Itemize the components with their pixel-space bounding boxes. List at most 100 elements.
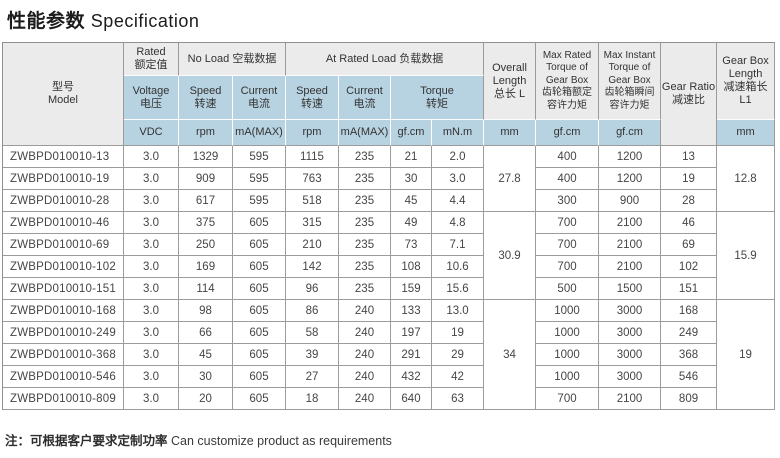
unit-ma-load: mA(MAX) bbox=[339, 120, 391, 146]
col-header-no-load-current: Current 电流 bbox=[233, 76, 286, 120]
table-row: ZWBPD010010-19 3.0 909 595 763 235 30 3.0 400 120… bbox=[3, 168, 775, 190]
max-rated-torque-cell: 700 bbox=[536, 212, 600, 234]
voltage-cell: 3.0 bbox=[124, 256, 179, 278]
load-current-cell: 235 bbox=[339, 168, 391, 190]
load-current-cell: 240 bbox=[339, 300, 391, 322]
overall-length-cell: 30.9 bbox=[484, 212, 537, 300]
load-speed-cell: 58 bbox=[286, 322, 339, 344]
torque-gfcm-cell: 73 bbox=[391, 234, 432, 256]
gear-box-length-cell: 19 bbox=[717, 300, 776, 410]
max-rated-torque-cell: 1000 bbox=[536, 344, 600, 366]
table-row: ZWBPD010010-809 3.0 20 605 18 240 640 63 700 2100… bbox=[3, 388, 775, 410]
torque-gfcm-cell: 49 bbox=[391, 212, 432, 234]
max-instant-torque-cell: 1200 bbox=[599, 146, 662, 168]
voltage-cell: 3.0 bbox=[124, 366, 179, 388]
gear-ratio-cell: 102 bbox=[661, 256, 718, 278]
table-row: ZWBPD010010-46 3.0 375 605 315 235 49 4.8 30.9 70… bbox=[3, 212, 776, 300]
page-title-zh: 性能参数 bbox=[7, 11, 86, 32]
gear-ratio-cell: 19 bbox=[661, 168, 718, 190]
model-cell: ZWBPD010010-102 bbox=[3, 256, 124, 278]
max-rated-torque-cell: 700 bbox=[536, 388, 600, 410]
torque-mnm-cell: 13.0 bbox=[432, 300, 485, 322]
table-row: ZWBPD010010-13 3.0 1329 595 1115 235 21 2.0 27.8… bbox=[3, 146, 776, 212]
load-current-cell: 240 bbox=[339, 344, 391, 366]
table-row: ZWBPD010010-151 3.0 114 605 96 235 159 15.6 500 1… bbox=[3, 278, 775, 300]
torque-gfcm-cell: 108 bbox=[391, 256, 432, 278]
model-cell: ZWBPD010010-546 bbox=[3, 366, 124, 388]
torque-gfcm-cell: 133 bbox=[391, 300, 432, 322]
col-header-voltage: Voltage 电压 bbox=[124, 76, 179, 120]
no-load-speed-cell: 909 bbox=[179, 168, 233, 190]
load-current-cell: 235 bbox=[339, 212, 391, 234]
torque-gfcm-cell: 159 bbox=[391, 278, 432, 300]
load-speed-cell: 763 bbox=[286, 168, 339, 190]
voltage-cell: 3.0 bbox=[124, 388, 179, 410]
model-cell: ZWBPD010010-249 bbox=[3, 322, 124, 344]
max-instant-torque-cell: 1500 bbox=[599, 278, 662, 300]
col-header-at-rated-load: At Rated Load 负载数据 bbox=[286, 43, 485, 76]
voltage-cell: 3.0 bbox=[124, 146, 179, 168]
model-cell: ZWBPD010010-28 bbox=[3, 190, 124, 212]
voltage-cell: 3.0 bbox=[124, 234, 179, 256]
model-cell: ZWBPD010010-69 bbox=[3, 234, 124, 256]
gear-ratio-cell: 13 bbox=[661, 146, 718, 168]
unit-rpm-load: rpm bbox=[286, 120, 339, 146]
no-load-speed-cell: 617 bbox=[179, 190, 233, 212]
overall-length-cell: 27.8 bbox=[484, 146, 537, 212]
gear-ratio-cell: 69 bbox=[661, 234, 718, 256]
col-header-max-rated-torque: Max Rated Torque of Gear Box 齿轮箱额定 容许力矩 bbox=[536, 43, 600, 120]
max-rated-torque-cell: 400 bbox=[536, 168, 600, 190]
load-speed-cell: 142 bbox=[286, 256, 339, 278]
col-header-load-speed: Speed 转速 bbox=[286, 76, 339, 120]
load-speed-cell: 39 bbox=[286, 344, 339, 366]
unit-gfcm-max-instant: gf.cm bbox=[599, 120, 662, 146]
gear-box-length-cell: 12.8 bbox=[717, 146, 776, 212]
no-load-current-cell: 595 bbox=[233, 168, 286, 190]
no-load-current-cell: 605 bbox=[233, 256, 286, 278]
max-instant-torque-cell: 3000 bbox=[599, 322, 662, 344]
load-current-cell: 235 bbox=[339, 190, 391, 212]
col-header-torque: Torque 转矩 bbox=[391, 76, 485, 120]
col-header-gear-box-length: Gear Box Length 减速箱长 L1 bbox=[717, 43, 776, 120]
load-speed-cell: 1115 bbox=[286, 146, 339, 168]
col-header-no-load: No Load 空载数据 bbox=[179, 43, 286, 76]
gear-ratio-cell: 151 bbox=[661, 278, 718, 300]
no-load-current-cell: 605 bbox=[233, 212, 286, 234]
max-rated-torque-cell: 1000 bbox=[536, 366, 600, 388]
header-row-2: Voltage 电压 Speed 转速 Current 电流 Speed 转速 … bbox=[3, 76, 775, 120]
col-header-gear-ratio: Gear Ratio 减速比 bbox=[661, 43, 718, 146]
no-load-current-cell: 595 bbox=[233, 190, 286, 212]
max-rated-torque-cell: 500 bbox=[536, 278, 600, 300]
model-cell: ZWBPD010010-368 bbox=[3, 344, 124, 366]
header-row-1: 型号 Model Rated 额定值 No Load 空载数据 At Rated… bbox=[3, 43, 776, 146]
unit-ma-no-load: mA(MAX) bbox=[233, 120, 286, 146]
table-row: ZWBPD010010-168 3.0 98 605 86 240 133 13.0 34 100… bbox=[3, 300, 776, 410]
load-speed-cell: 27 bbox=[286, 366, 339, 388]
unit-gfcm-torque: gf.cm bbox=[391, 120, 432, 146]
max-rated-torque-cell: 1000 bbox=[536, 300, 600, 322]
load-speed-cell: 96 bbox=[286, 278, 339, 300]
no-load-current-cell: 605 bbox=[233, 388, 286, 410]
table-row: ZWBPD010010-69 3.0 250 605 210 235 73 7.1 700 210… bbox=[3, 234, 775, 256]
max-instant-torque-cell: 2100 bbox=[599, 388, 662, 410]
unit-mnm-torque: mN.m bbox=[432, 120, 485, 146]
torque-mnm-cell: 7.1 bbox=[432, 234, 485, 256]
table-header: 型号 Model Rated 额定值 No Load 空载数据 At Rated… bbox=[3, 43, 776, 146]
no-load-current-cell: 605 bbox=[233, 234, 286, 256]
load-current-cell: 240 bbox=[339, 366, 391, 388]
table-row: ZWBPD010010-28 3.0 617 595 518 235 45 4.4 300 900… bbox=[3, 190, 775, 212]
torque-mnm-cell: 42 bbox=[432, 366, 485, 388]
unit-gfcm-max-rated: gf.cm bbox=[536, 120, 600, 146]
torque-mnm-cell: 4.4 bbox=[432, 190, 485, 212]
voltage-cell: 3.0 bbox=[124, 168, 179, 190]
no-load-current-cell: 605 bbox=[233, 366, 286, 388]
model-cell: ZWBPD010010-46 bbox=[3, 212, 124, 234]
no-load-current-cell: 605 bbox=[233, 300, 286, 322]
table-body: ZWBPD010010-13 3.0 1329 595 1115 235 21 2.0 27.8… bbox=[3, 146, 776, 410]
no-load-speed-cell: 169 bbox=[179, 256, 233, 278]
max-rated-torque-cell: 700 bbox=[536, 234, 600, 256]
load-current-cell: 235 bbox=[339, 256, 391, 278]
torque-mnm-cell: 19 bbox=[432, 322, 485, 344]
col-header-rated: Rated 额定值 bbox=[124, 43, 179, 76]
table-row: ZWBPD010010-368 3.0 45 605 39 240 291 29 1000 300… bbox=[3, 344, 775, 366]
